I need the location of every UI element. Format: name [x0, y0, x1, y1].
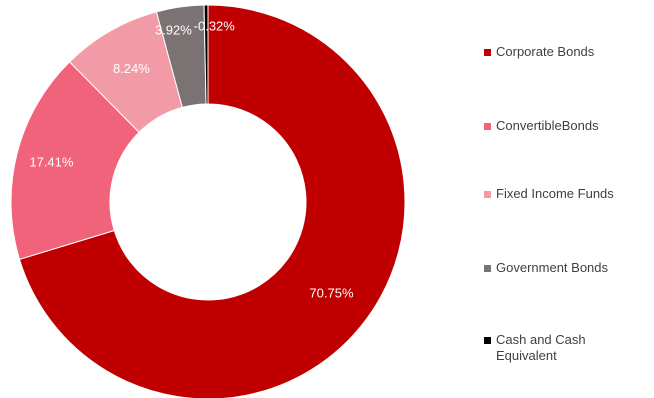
legend-label: Corporate Bonds — [496, 44, 595, 59]
legend-label: ConvertibleBonds — [496, 118, 599, 133]
legend-swatch — [484, 49, 491, 56]
slice-label: 70.75% — [309, 285, 354, 300]
legend-swatch — [484, 337, 491, 344]
slice-label: -0.32% — [194, 19, 236, 34]
donut-slice — [18, 4, 406, 398]
donut-slice — [203, 4, 209, 105]
legend-item-convertible-bonds: ConvertibleBonds — [484, 118, 626, 134]
legend-item-fixed-income-funds: Fixed Income Funds — [484, 186, 626, 202]
labels-group: 70.75% 17.41% 8.24% 3.92% -0.32% — [29, 19, 354, 301]
legend-item-government-bonds: Government Bonds — [484, 260, 626, 276]
slices-group — [10, 4, 406, 398]
legend-swatch — [484, 265, 491, 272]
legend-swatch — [484, 123, 491, 130]
legend-label: Fixed Income Funds — [496, 186, 614, 201]
legend-item-cash-and-cash-equivalent: Cash and Cash Equivalent — [484, 332, 626, 364]
slice-label: 17.41% — [29, 154, 74, 169]
donut-slice — [10, 61, 140, 260]
slice-label: 3.92% — [155, 22, 192, 37]
legend-label: Government Bonds — [496, 260, 609, 275]
legend-item-corporate-bonds: Corporate Bonds — [484, 44, 626, 60]
slice-label: 8.24% — [113, 61, 150, 76]
legend-label: Cash and Cash Equivalent — [496, 332, 586, 363]
legend-swatch — [484, 191, 491, 198]
